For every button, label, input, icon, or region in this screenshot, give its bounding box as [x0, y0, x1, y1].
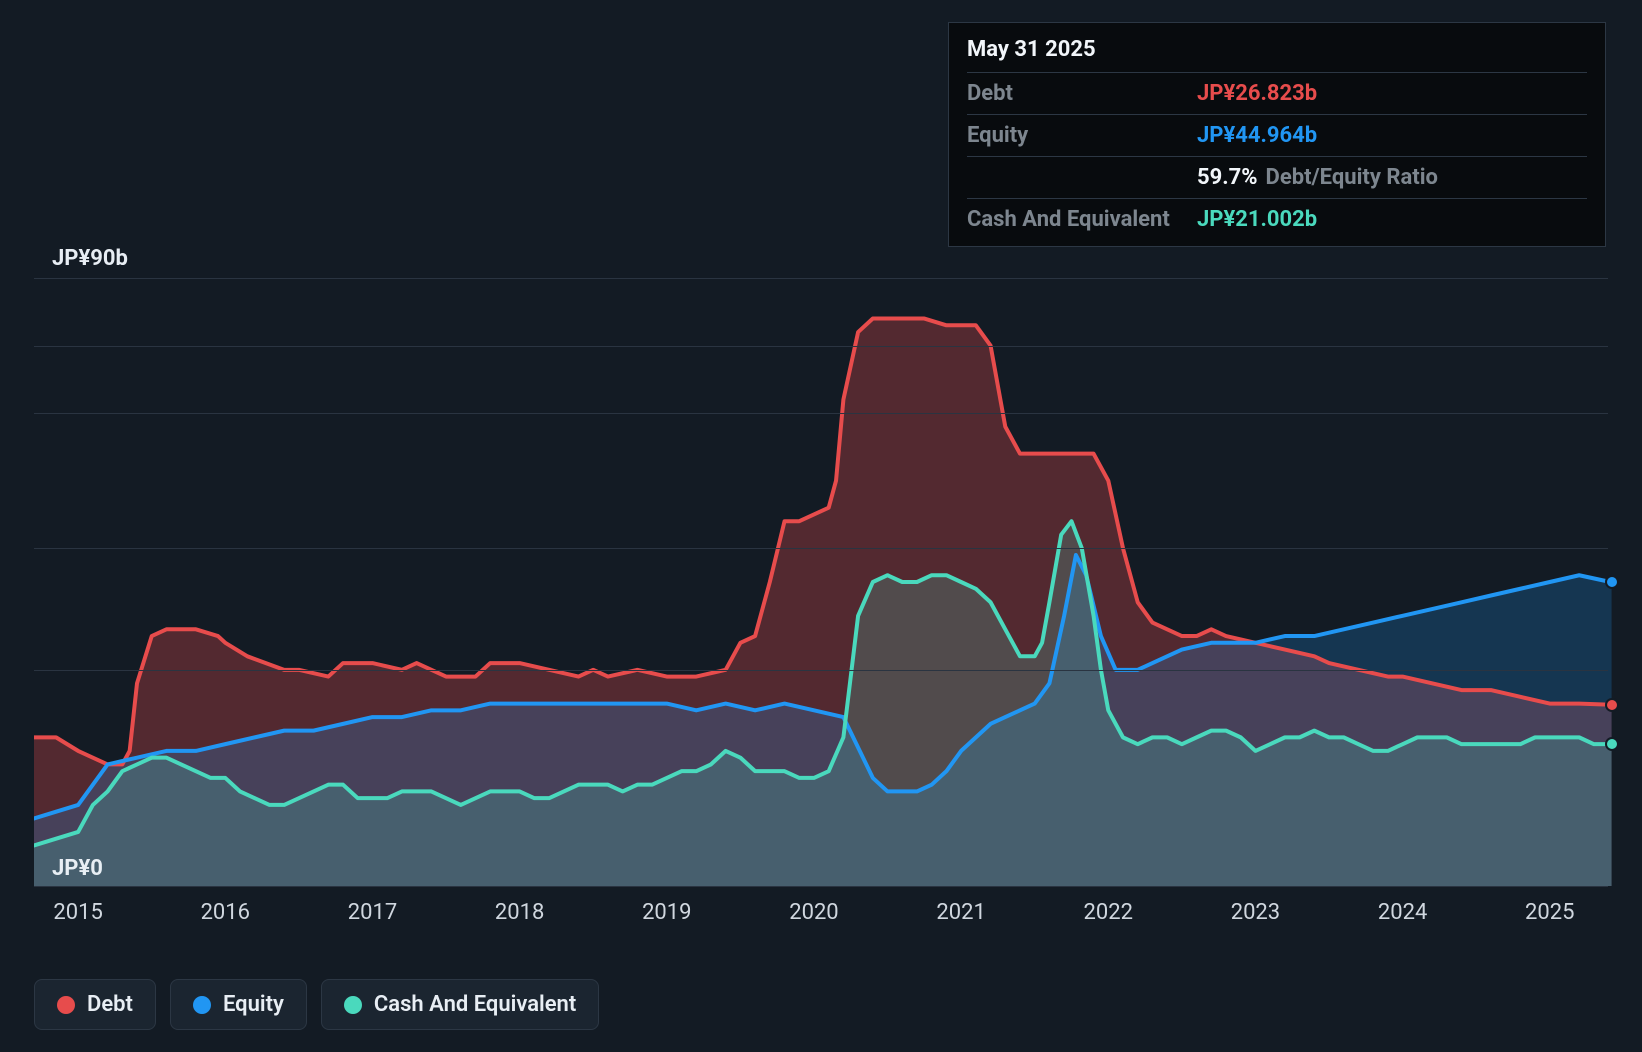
tooltip-sublabel: Debt/Equity Ratio: [1266, 165, 1438, 190]
tooltip-value: 59.7%: [1197, 165, 1258, 190]
x-axis-tick: 2024: [1378, 900, 1427, 925]
y-axis-bottom-label: JP¥0: [52, 856, 103, 881]
x-axis-tick: 2019: [642, 900, 691, 925]
legend-item-cash[interactable]: Cash And Equivalent: [321, 979, 599, 1030]
tooltip-label: Equity: [967, 123, 1197, 148]
tooltip-value: JP¥26.823b: [1197, 81, 1317, 106]
x-axis-tick: 2023: [1231, 900, 1280, 925]
gridline: [34, 886, 1608, 887]
legend-dot-icon: [344, 996, 362, 1014]
tooltip-label: Debt: [967, 81, 1197, 106]
tooltip-value: JP¥44.964b: [1197, 123, 1317, 148]
tooltip-row: 59.7% Debt/Equity Ratio: [967, 156, 1587, 198]
tooltip-value: JP¥21.002b: [1197, 207, 1317, 232]
tooltip-row: DebtJP¥26.823b: [967, 72, 1587, 114]
gridline: [34, 413, 1608, 414]
x-axis-tick: 2018: [495, 900, 544, 925]
tooltip-label: Cash And Equivalent: [967, 207, 1197, 232]
tooltip-row: EquityJP¥44.964b: [967, 114, 1587, 156]
legend-label: Debt: [87, 992, 133, 1017]
chart-legend: Debt Equity Cash And Equivalent: [34, 979, 599, 1030]
x-axis-tick: 2022: [1084, 900, 1133, 925]
x-axis-tick: 2020: [789, 900, 838, 925]
legend-item-debt[interactable]: Debt: [34, 979, 156, 1030]
x-axis-tick: 2016: [201, 900, 250, 925]
y-axis-top-label: JP¥90b: [52, 246, 128, 271]
tooltip-row: Cash And EquivalentJP¥21.002b: [967, 198, 1587, 240]
legend-item-equity[interactable]: Equity: [170, 979, 307, 1030]
legend-dot-icon: [193, 996, 211, 1014]
gridline: [34, 670, 1608, 671]
gridline: [34, 278, 1608, 279]
x-axis-tick: 2015: [53, 900, 102, 925]
legend-label: Equity: [223, 992, 284, 1017]
x-axis-tick: 2017: [348, 900, 397, 925]
x-axis-tick: 2025: [1525, 900, 1574, 925]
series-end-dot-debt: [1605, 698, 1619, 712]
series-end-dot-cash: [1605, 737, 1619, 751]
series-end-dot-equity: [1605, 575, 1619, 589]
x-axis-tick: 2021: [936, 900, 985, 925]
chart-tooltip: May 31 2025 DebtJP¥26.823bEquityJP¥44.96…: [948, 22, 1606, 247]
gridline: [34, 548, 1608, 549]
gridline: [34, 346, 1608, 347]
legend-dot-icon: [57, 996, 75, 1014]
legend-label: Cash And Equivalent: [374, 992, 576, 1017]
plot-area[interactable]: [34, 278, 1616, 886]
tooltip-date: May 31 2025: [967, 33, 1587, 72]
